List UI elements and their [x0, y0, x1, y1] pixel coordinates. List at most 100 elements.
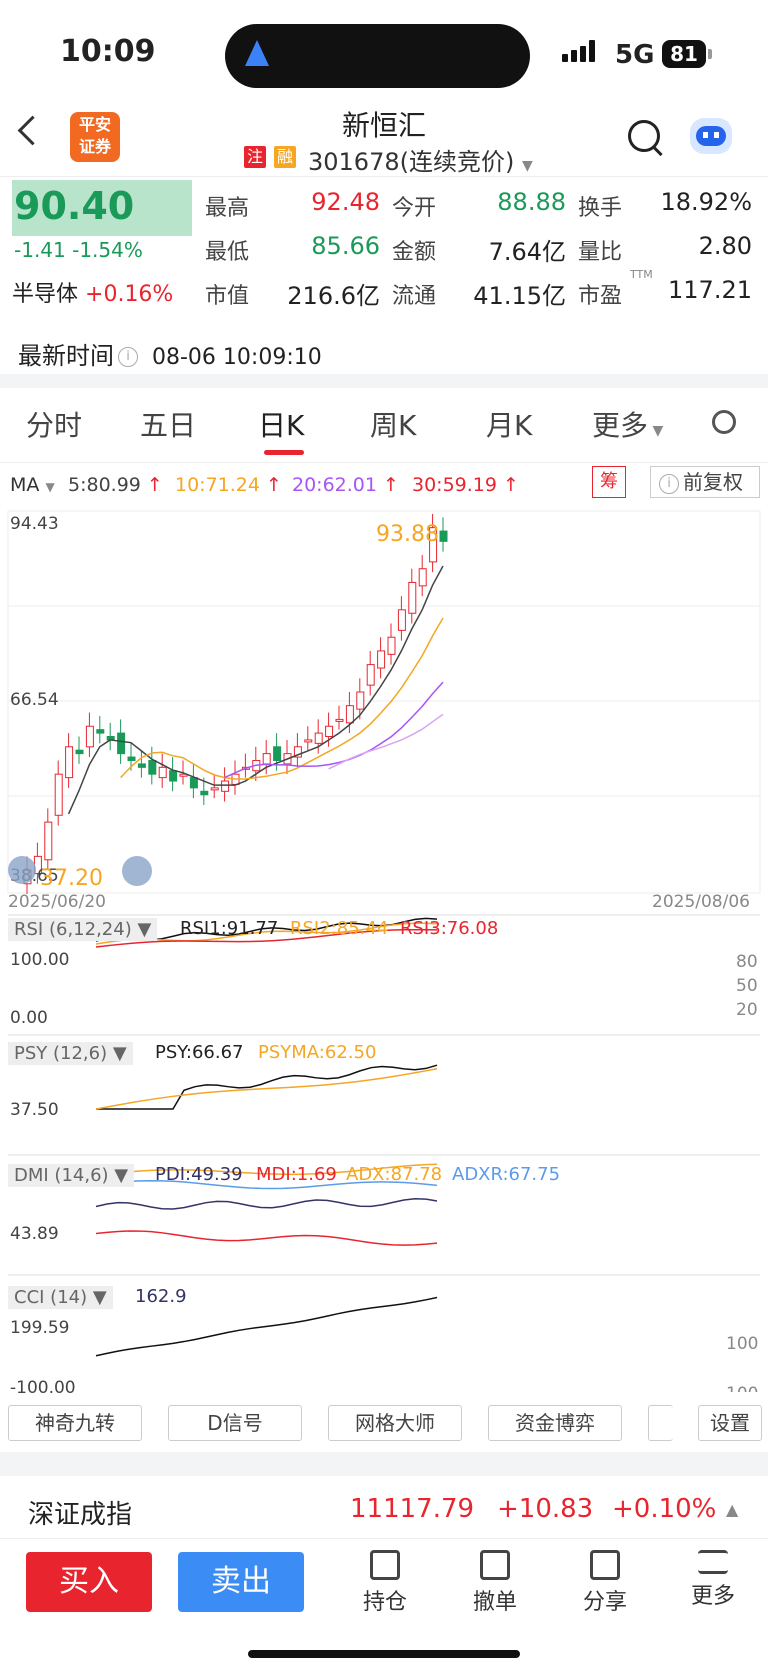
index-value: 11117.79: [350, 1494, 475, 1524]
candle-body: [200, 790, 209, 796]
ma20-line: [224, 681, 444, 779]
ma30-line: [328, 713, 444, 770]
search-icon[interactable]: [628, 120, 660, 152]
home-indicator: [248, 1650, 520, 1658]
broker-logo: 平安 证券: [70, 112, 120, 162]
cancel-icon: [480, 1550, 510, 1580]
kline-low-mark: 37.20: [40, 866, 103, 891]
collapse-icon[interactable]: [8, 856, 36, 884]
fullscreen-icon[interactable]: [122, 856, 152, 886]
candle-body: [75, 749, 84, 755]
status-time: 10:09: [60, 34, 156, 69]
signal-icon: [562, 40, 598, 66]
candle-body: [304, 739, 313, 743]
feature-d-signal[interactable]: D信号: [168, 1405, 302, 1441]
adjust-button[interactable]: i 前复权: [650, 466, 760, 498]
tab-intraday[interactable]: 分时: [26, 409, 83, 442]
gear-icon[interactable]: [712, 410, 736, 434]
price-highlight: [12, 180, 192, 236]
latest-time: 最新时间 i 08-06 10:09:10: [18, 342, 322, 370]
tab-five-day[interactable]: 五日: [140, 409, 197, 442]
ma30-value: 30:59.19 ↑: [412, 474, 519, 496]
candle-body: [439, 530, 448, 542]
tab-daily-k[interactable]: 日K: [258, 409, 305, 442]
candle-body: [262, 753, 271, 765]
dynamic-island: [225, 24, 530, 88]
candle-body: [314, 732, 323, 744]
low-value: 85.66: [311, 232, 380, 260]
chart-area[interactable]: [0, 505, 768, 1395]
margin-tag: 融: [274, 146, 296, 168]
buy-button[interactable]: 买入: [26, 1552, 152, 1612]
adxr-line: [95, 1179, 438, 1190]
turnover-value: 18.92%: [660, 188, 752, 216]
sell-button[interactable]: 卖出: [178, 1552, 304, 1612]
cancel-order-button[interactable]: 撤单: [460, 1550, 530, 1616]
candle-body: [189, 777, 198, 789]
amount-value: 7.64亿: [488, 238, 566, 266]
candle-body: [137, 763, 146, 768]
ma5-line: [67, 565, 444, 815]
candle-body: [127, 756, 136, 761]
ma10-line: [120, 617, 444, 780]
feature-fund-game[interactable]: 资金博弈: [488, 1405, 622, 1441]
feature-settings[interactable]: 设置: [698, 1405, 762, 1441]
candle-body: [158, 766, 167, 779]
candle-body: [96, 729, 105, 734]
vol-ratio-value: 2.80: [698, 232, 752, 260]
candle-body: [54, 773, 63, 816]
menu-icon: [698, 1550, 728, 1574]
navigation-icon: [245, 40, 269, 66]
kline-date-start: 2025/06/20: [8, 892, 106, 912]
candle-body: [117, 732, 126, 755]
candle-body: [356, 691, 365, 710]
candle-body: [408, 581, 417, 614]
battery-icon: 81: [662, 40, 706, 68]
battery-cap: [708, 49, 712, 59]
assistant-robot-icon[interactable]: [690, 118, 732, 154]
tab-monthly-k[interactable]: 月K: [486, 409, 533, 442]
register-tag: 注: [244, 146, 266, 168]
network-label: 5G: [615, 40, 655, 70]
price-change: -1.41 -1.54%: [14, 238, 143, 262]
pe-value: 117.21: [668, 276, 752, 304]
psy-selector[interactable]: PSY (12,6) ▼: [8, 1042, 133, 1065]
candlesticks: [23, 513, 448, 895]
feature-nine-turns[interactable]: 神奇九转: [8, 1405, 142, 1441]
share-icon: [590, 1550, 620, 1580]
sector[interactable]: 半导体 +0.16%: [12, 282, 174, 307]
expand-up-icon[interactable]: ▲: [726, 1500, 739, 1519]
position-button[interactable]: 持仓: [350, 1550, 420, 1616]
adx-line: [95, 1163, 438, 1176]
candle-body: [65, 746, 74, 779]
rsi-selector[interactable]: RSI (6,12,24) ▼: [8, 918, 158, 941]
psy-line: [96, 1064, 438, 1110]
stock-code[interactable]: 301678(连续竞价) ▼: [308, 148, 533, 176]
index-name[interactable]: 深证成指: [28, 1500, 133, 1530]
candle-body: [335, 718, 344, 722]
candle-body: [44, 821, 53, 861]
current-price: 90.40: [14, 184, 135, 228]
feature-more[interactable]: [648, 1405, 673, 1441]
candle-body: [387, 636, 396, 655]
candle-body: [85, 725, 94, 748]
candle-body: [325, 725, 334, 738]
ma-selector[interactable]: MA ▼: [10, 474, 55, 496]
feature-grid-master[interactable]: 网格大师: [328, 1405, 462, 1441]
candle-body: [377, 650, 386, 669]
candle-body: [345, 705, 354, 724]
more-button[interactable]: 更多: [678, 1550, 748, 1610]
kline-date-end: 2025/08/06: [652, 892, 750, 912]
cci-selector[interactable]: CCI (14) ▼: [8, 1286, 113, 1309]
info-icon: i: [118, 347, 138, 367]
chip-distribution-button[interactable]: 筹: [592, 466, 626, 498]
dmi-selector[interactable]: DMI (14,6) ▼: [8, 1164, 135, 1187]
ma10-value: 10:71.24 ↑: [175, 474, 282, 496]
mcap-value: 216.6亿: [287, 282, 380, 310]
tab-weekly-k[interactable]: 周K: [370, 409, 417, 442]
position-icon: [370, 1550, 400, 1580]
tab-more[interactable]: 更多 ▼: [592, 409, 664, 442]
share-button[interactable]: 分享: [570, 1550, 640, 1616]
psyma-line: [95, 1068, 438, 1110]
candle-body: [293, 746, 302, 758]
